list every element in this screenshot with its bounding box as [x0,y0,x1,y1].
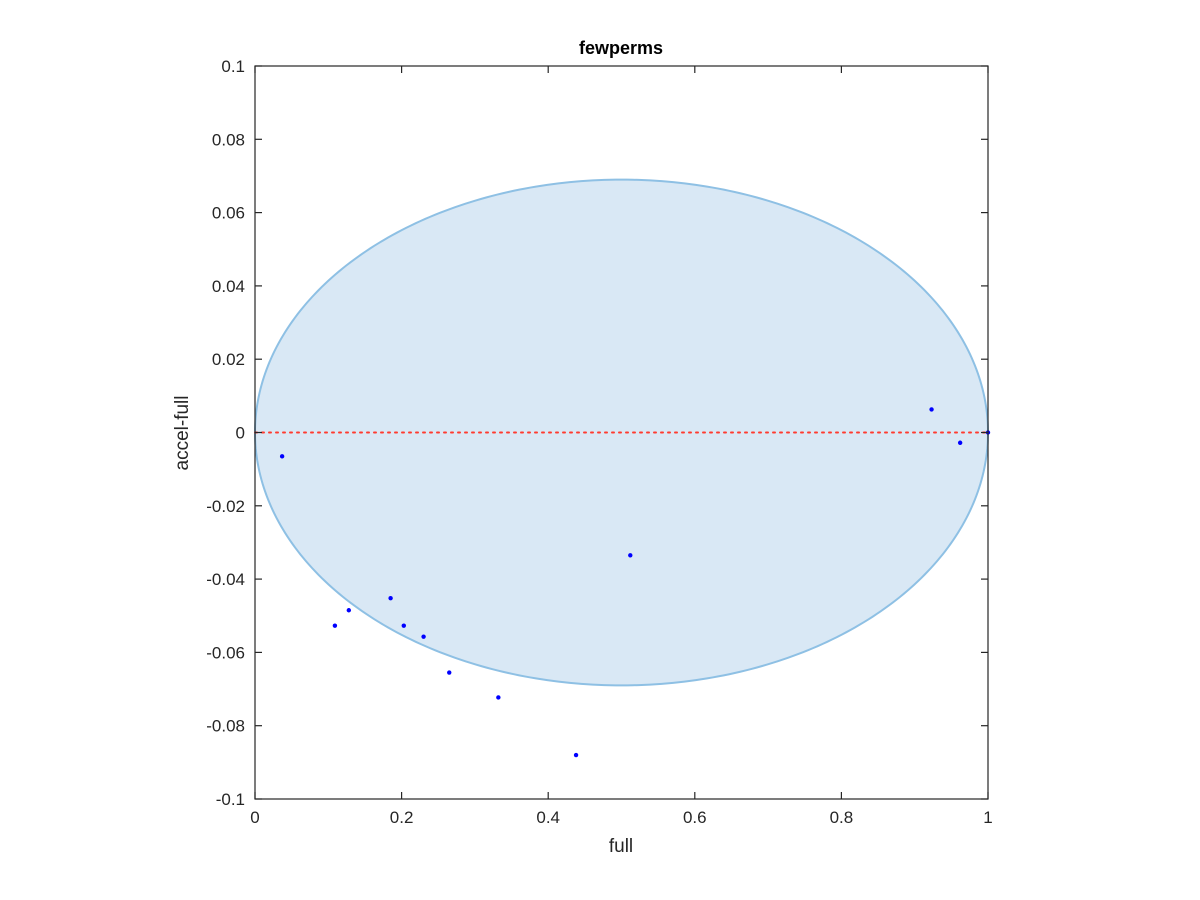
y-axis-label: accel-full [172,396,193,471]
y-tick-label: -0.08 [206,717,245,736]
y-tick-label: 0.1 [221,57,245,76]
data-point [332,623,338,628]
data-point [401,623,406,628]
y-tick-label: -0.04 [206,570,245,589]
x-tick-label: 1 [983,808,992,827]
data-point [957,440,963,445]
y-tick-label: 0.06 [212,204,245,223]
data-point [388,595,393,601]
x-tick-label: 0.8 [830,808,854,827]
y-tick-label: -0.06 [206,643,245,662]
x-tick-label: 0.6 [683,808,707,827]
plot-area: 0 0.2 0.4 0.6 0.8 1 0.1 0.08 0.06 0.04 0.02 0 -0.02… [206,57,992,827]
data-point [929,407,934,412]
x-tick-label: 0 [250,808,259,827]
data-point [496,695,501,700]
x-tick-label: 0.4 [536,808,560,827]
data-point [447,670,452,675]
y-axis-ticks: 0.1 0.08 0.06 0.04 0.02 0 -0.02 -0.04 -0.06 -0.08… [206,57,988,809]
data-point [279,454,285,459]
data-point [421,634,426,639]
data-point [573,752,579,758]
x-axis-ticks: 0 0.2 0.4 0.6 0.8 1 [250,66,993,827]
x-tick-label: 0.2 [390,808,414,827]
y-tick-label: -0.1 [216,790,245,809]
data-point [628,553,633,558]
x-axis-label: full [609,836,633,857]
data-point [346,608,352,613]
y-tick-label: -0.02 [206,497,245,516]
y-tick-label: 0.04 [212,277,245,296]
data-points [279,407,991,758]
chart-title: fewperms [579,38,663,58]
y-tick-label: 0.02 [212,350,245,369]
y-tick-label: 0 [236,424,245,443]
y-tick-label: 0.08 [212,130,245,149]
